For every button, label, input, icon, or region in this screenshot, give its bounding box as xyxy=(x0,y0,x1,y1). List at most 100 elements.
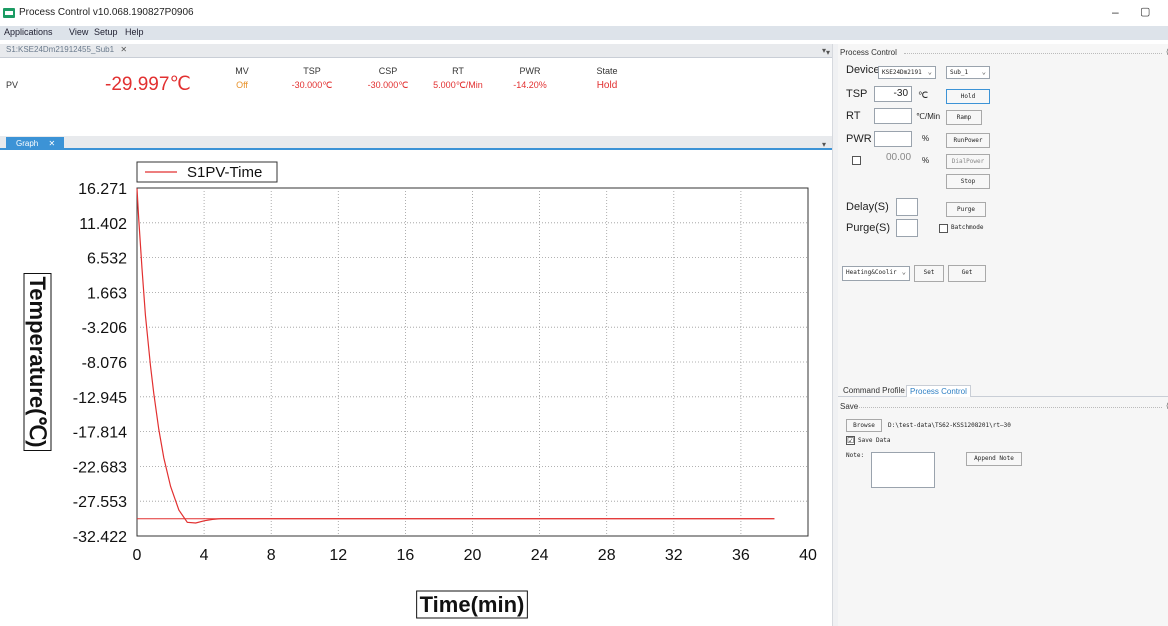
runpower-button[interactable]: RunPower xyxy=(946,133,990,148)
dialpower-checkbox[interactable] xyxy=(852,156,861,165)
tsp-label: TSP xyxy=(303,66,321,76)
tsp-input[interactable]: -30 xyxy=(874,86,912,102)
rt-label: RT xyxy=(846,110,861,122)
save-data-label: Save Data xyxy=(858,437,891,444)
rt-input[interactable] xyxy=(874,108,912,124)
chevron-down-icon[interactable]: ▾ xyxy=(822,46,827,55)
dialpower-button[interactable]: DialPower xyxy=(946,154,990,169)
menu-applications[interactable]: Applications xyxy=(4,27,53,37)
tab-process-control[interactable]: Process Control xyxy=(906,385,971,397)
save-section-title: Save xyxy=(840,402,859,411)
note-textarea[interactable] xyxy=(871,452,935,488)
device-label: Device xyxy=(846,64,880,76)
chevron-down-icon: ⌄ xyxy=(927,68,932,76)
rt-label: RT xyxy=(452,66,464,76)
y-tick-label: -3.206 xyxy=(82,320,127,337)
section-divider xyxy=(904,53,1162,54)
minimize-button[interactable]: – xyxy=(1112,5,1119,19)
mv-value: Off xyxy=(236,80,248,90)
hold-button[interactable]: Hold xyxy=(946,89,990,104)
pin-icon[interactable]: ⟨ xyxy=(1166,402,1168,410)
y-tick-label: -8.076 xyxy=(82,355,127,372)
y-axis-title: Temperature(℃) xyxy=(25,277,50,448)
y-tick-label: 1.663 xyxy=(87,285,127,302)
purge-label: Purge(S) xyxy=(846,222,891,234)
dial-value: 00.00 xyxy=(886,152,912,163)
close-icon[interactable]: ✕ xyxy=(120,45,128,54)
stop-button[interactable]: Stop xyxy=(946,174,990,189)
device-tab-label: S1:KSE24Dm21912455_Sub1 xyxy=(6,45,115,54)
legend-label: S1PV-Time xyxy=(187,164,262,181)
document-tab-row: S1:KSE24Dm21912455_Sub1 ✕ ▾ xyxy=(0,44,832,58)
batchmode-checkbox[interactable] xyxy=(939,224,948,233)
bottom-tab-row: Command Profile Process Control xyxy=(838,385,1168,397)
ramp-button[interactable]: Ramp xyxy=(946,110,982,125)
chevron-down-icon: ⌄ xyxy=(981,68,986,76)
append-note-button[interactable]: Append Note xyxy=(966,452,1022,466)
pv-label: PV xyxy=(6,80,19,90)
pwr-unit: % xyxy=(922,134,930,143)
mv-label: MV xyxy=(235,66,249,76)
csp-value: -30.000℃ xyxy=(367,80,409,90)
sub-select-value: Sub_1 xyxy=(950,69,969,76)
pwr-value: -14.20% xyxy=(513,80,547,90)
device-tab[interactable]: S1:KSE24Dm21912455_Sub1 ✕ xyxy=(6,45,127,57)
close-icon[interactable]: ✕ xyxy=(48,139,56,148)
graph-tab-row: Graph ✕ ▾ xyxy=(0,136,832,150)
chevron-down-icon: ⌄ xyxy=(901,268,906,276)
y-tick-label: -27.553 xyxy=(73,494,127,511)
mode-select[interactable]: Heating&Coolir ⌄ xyxy=(842,266,910,281)
tsp-unit: ℃ xyxy=(918,90,929,100)
x-axis-title-box xyxy=(416,590,528,619)
browse-button[interactable]: Browse xyxy=(846,419,882,432)
title-bar: Process Control v10.068.190827P0906 – ▢ xyxy=(0,0,1168,26)
process-control-section-title: Process Control xyxy=(840,48,897,57)
save-data-checkbox[interactable]: ☑ xyxy=(846,436,855,445)
rt-value: 5.000℃/Min xyxy=(433,80,483,90)
purge-input[interactable] xyxy=(896,219,918,237)
x-tick-label: 20 xyxy=(464,547,482,564)
restore-button[interactable]: ▢ xyxy=(1140,6,1151,18)
graph-tab-label: Graph xyxy=(16,139,39,148)
y-tick-label: -17.814 xyxy=(73,425,127,442)
x-tick-label: 16 xyxy=(397,547,415,564)
x-tick-label: 8 xyxy=(267,547,276,564)
x-tick-label: 24 xyxy=(531,547,549,564)
device-select[interactable]: KSE24Dm2191 ⌄ xyxy=(878,66,936,79)
section-divider xyxy=(856,407,1162,408)
chart-area: 16.271 11.402 6.532 1.663 -3.206 -8.076 -12.94… xyxy=(0,150,832,626)
pwr-label: PWR xyxy=(519,66,541,76)
line-chart: 16.271 11.402 6.532 1.663 -3.206 -8.076 -12.94… xyxy=(23,161,817,619)
window-title: Process Control v10.068.190827P0906 xyxy=(19,7,194,18)
delay-input[interactable] xyxy=(896,198,918,216)
get-button[interactable]: Get xyxy=(948,265,986,282)
y-tick-label: 16.271 xyxy=(78,181,127,198)
state-label: State xyxy=(596,66,618,76)
y-tick-label: 6.532 xyxy=(87,251,127,268)
x-tick-label: 40 xyxy=(799,547,817,564)
legend-box xyxy=(136,161,278,183)
panel-splitter[interactable] xyxy=(832,44,838,626)
x-tick-label: 32 xyxy=(665,547,683,564)
chevron-down-icon[interactable]: ▾ xyxy=(826,48,831,57)
menu-setup[interactable]: Setup xyxy=(94,27,118,37)
graph-tab[interactable]: Graph ✕ xyxy=(6,137,64,150)
note-label: Note: xyxy=(846,452,865,459)
tab-command-profile[interactable]: Command Profile xyxy=(843,386,905,395)
pwr-input[interactable] xyxy=(874,131,912,147)
sub-select[interactable]: Sub_1 ⌄ xyxy=(946,66,990,79)
set-button[interactable]: Set xyxy=(914,265,944,282)
menu-bar: Applications View Setup Help xyxy=(0,26,1168,40)
rt-unit: ℃/Min xyxy=(916,112,941,121)
readout-panel: PV -29.997℃ MV Off TSP -30.000℃ CSP -30.… xyxy=(0,58,832,136)
chevron-down-icon[interactable]: ▾ xyxy=(822,140,827,149)
y-tick-label: -22.683 xyxy=(73,459,127,476)
purge-button[interactable]: Purge xyxy=(946,202,986,217)
x-tick-label: 0 xyxy=(133,547,142,564)
pv-value: -29.997℃ xyxy=(105,74,191,95)
pin-icon[interactable]: ⟨ xyxy=(1166,48,1168,56)
menu-help[interactable]: Help xyxy=(125,27,144,37)
app-icon xyxy=(3,8,15,18)
menu-view[interactable]: View xyxy=(69,27,89,37)
